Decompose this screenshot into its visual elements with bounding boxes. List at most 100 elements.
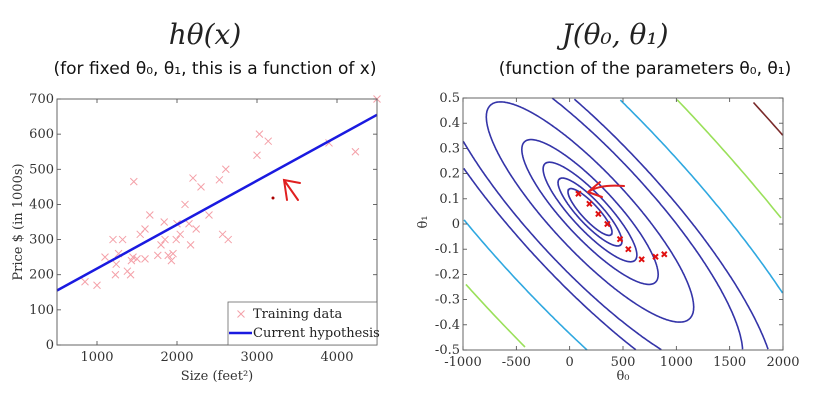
legend-label: Current hypothesis: [253, 326, 380, 341]
contour-line: [521, 138, 659, 286]
x-tick-label: 2000: [766, 355, 799, 370]
data-point: [101, 253, 109, 261]
data-point: [215, 175, 224, 184]
data-point: [167, 256, 176, 265]
hand-drawn-arrow-annotation: [282, 178, 301, 201]
x-tick-label: 1000: [660, 355, 693, 370]
x-tick-label: 0: [566, 355, 574, 370]
scatter-chart: 1000 2000 3000 4000 0 100 200 300 400 500 600 700: [29, 92, 381, 365]
data-point: [221, 165, 230, 174]
y-tick-label: 500: [29, 162, 54, 177]
data-point: [351, 147, 360, 156]
contour-line: [557, 177, 623, 247]
data-point: [157, 240, 165, 249]
legend-label: Training data: [253, 307, 342, 322]
legend: Training data Current hypothesis: [227, 301, 380, 346]
y-tick-label: -0.2: [435, 267, 460, 282]
data-point: [264, 137, 273, 146]
contour-line: [462, 97, 744, 351]
x-tick-label: 1500: [713, 355, 746, 370]
left-subtitle: (for fixed θ₀, θ₁, this is a function of…: [54, 59, 377, 79]
data-point: [169, 249, 177, 258]
data-point: [164, 251, 173, 260]
y-tick-label: 400: [29, 197, 54, 212]
y-tick-label: 200: [29, 268, 54, 283]
data-point: [118, 235, 127, 244]
descent-step-marker: [575, 190, 582, 197]
right-title: J(θ₀, θ₁): [556, 18, 668, 51]
y-tick-label: 600: [29, 127, 54, 142]
y-tick-label: 0: [46, 338, 54, 353]
data-point: [253, 151, 261, 160]
y-tick-label: -0.3: [435, 293, 460, 308]
data-point: [129, 253, 137, 261]
data-point: [160, 218, 169, 226]
descent-step-marker: [616, 235, 624, 243]
legend-x-marker-icon: [237, 310, 245, 318]
annotation-dot: [271, 196, 275, 200]
contour-line: [463, 98, 769, 351]
data-point: [185, 219, 193, 228]
y-tick-label: 0.4: [439, 116, 460, 131]
y-tick-label: 0.3: [439, 141, 460, 156]
data-point: [224, 235, 233, 244]
contour-line: [752, 101, 784, 136]
contour-line: [465, 99, 782, 348]
x-tick-label: 4000: [320, 350, 353, 365]
right-subtitle: (function of the parameters θ₀, θ₁): [499, 59, 791, 79]
data-point: [255, 130, 264, 138]
y-tick-label: -0.4: [435, 318, 460, 333]
data-point: [172, 235, 181, 244]
data-point: [141, 225, 149, 233]
descent-step-marker: [586, 200, 593, 208]
data-point: [129, 177, 138, 186]
x-tick-label: -1000: [444, 355, 481, 370]
contour-lines: [462, 97, 784, 351]
data-point: [109, 235, 117, 244]
data-point: [197, 183, 205, 191]
data-point: [93, 281, 101, 290]
y-tick-label: -0.1: [435, 242, 460, 257]
descent-step-marker: [625, 245, 632, 253]
data-point: [161, 235, 169, 244]
hypothesis-line: [56, 113, 378, 292]
x-axis-label: Size (feet²): [181, 369, 254, 384]
data-point: [181, 200, 189, 209]
descent-step-marker: [604, 220, 611, 228]
contour-line: [485, 101, 695, 323]
x-tick-label: 500: [611, 355, 636, 370]
x-tick-label: 3000: [240, 350, 273, 365]
y-axis-label: Price $ (in 1000s): [11, 163, 26, 280]
data-point: [141, 255, 149, 263]
y-tick-label: 700: [29, 92, 54, 107]
data-point: [176, 230, 185, 239]
x-tick-label: 1000: [80, 350, 113, 365]
data-point: [112, 260, 121, 269]
plot-frame: [462, 97, 784, 351]
data-point: [126, 270, 135, 279]
data-point: [205, 211, 213, 219]
y-axis-label: θ₁: [416, 215, 431, 228]
hand-drawn-arrow-annotation: [587, 181, 625, 198]
data-point: [145, 211, 154, 219]
descent-step-marker: [595, 210, 602, 218]
x-axis-label: θ₀: [616, 369, 629, 384]
y-tick-label: 0: [452, 217, 460, 232]
data-point: [189, 174, 197, 182]
descent-step-marker: [652, 253, 659, 260]
y-tick-label: 300: [29, 233, 54, 248]
y-tick-label: 0.1: [439, 192, 460, 207]
descent-step-marker: [661, 251, 668, 258]
data-point: [133, 255, 141, 263]
contour-line: [542, 161, 638, 263]
contour-line: [567, 187, 613, 237]
legend-box: [227, 301, 378, 346]
y-tick-label: -0.5: [435, 343, 460, 358]
contour-line: [463, 99, 784, 351]
data-point: [111, 270, 120, 279]
plot-frame: [56, 98, 378, 346]
y-tick-label: 0.5: [439, 91, 460, 106]
data-point: [186, 240, 195, 249]
data-point: [81, 277, 89, 286]
